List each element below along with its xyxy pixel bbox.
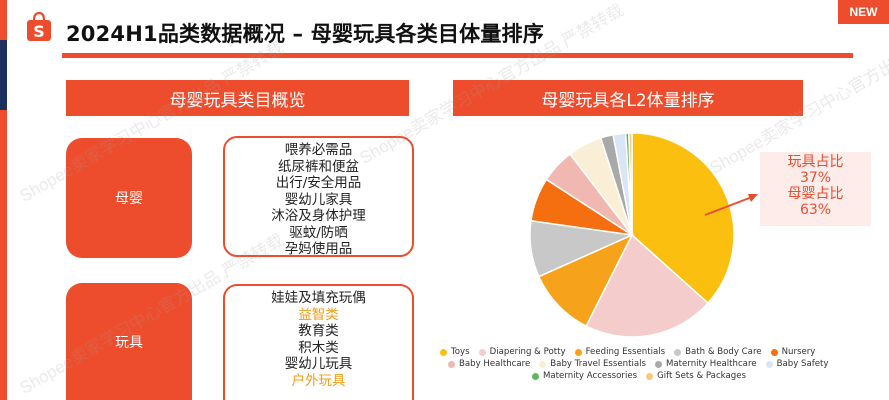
maternity-share-value: 63%: [799, 202, 832, 218]
category-list-toys: 娃娃及填充玩偶 益智类 教育类 积木类 婴幼儿玩具 户外玩具: [223, 284, 414, 400]
callout-arrow-head: [748, 194, 758, 202]
legend-item: Toys: [440, 347, 470, 357]
legend-swatch: [655, 360, 662, 368]
category-label-toys: 玩具: [66, 283, 192, 400]
list-item: 纸尿裤和便盆: [278, 158, 359, 175]
legend-swatch: [532, 372, 539, 380]
legend-label: Baby Travel Essentials: [550, 359, 646, 369]
legend-label: Gift Sets & Packages: [657, 371, 746, 381]
volume-ranking-header: 母婴玩具各L2体量排序: [453, 80, 803, 116]
list-item: 孕妈使用品: [284, 241, 353, 257]
legend-item: Diapering & Potty: [478, 347, 566, 357]
legend-label: Maternity Healthcare: [666, 359, 757, 369]
legend-swatch: [478, 348, 486, 356]
pie-slice-gift-sets-packages: [628, 132, 633, 236]
legend-row: Baby Healthcare Baby Travel Essentials Mat…: [440, 358, 870, 370]
legend-label: Feeding Essentials: [585, 347, 666, 357]
list-item: 喂养必需品: [284, 142, 353, 158]
pie-slice-diapering-potty: [585, 233, 709, 338]
legend-row: Toys Diapering & Potty Feeding Essentials B…: [440, 346, 870, 358]
legend-swatch: [440, 348, 447, 356]
legend-label: Toys: [451, 347, 470, 357]
legend-swatch: [765, 360, 773, 368]
legend-swatch: [646, 372, 654, 380]
legend-row: Maternity Accessories Gift Sets & Package…: [440, 370, 870, 382]
share-callout: 玩具占比 37% 母婴占比 63%: [760, 152, 871, 226]
list-item: 出行/安全用品: [275, 175, 362, 191]
legend-item: Baby Travel Essentials: [539, 359, 646, 369]
page-title: 2024H1品类数据概况 – 母婴玩具各类目体量排序: [66, 22, 544, 46]
toys-share-value: 37%: [799, 170, 832, 186]
maternity-share-label: 母婴占比: [787, 186, 844, 202]
category-list-maternity: 喂养必需品 纸尿裤和便盆 出行/安全用品 婴幼儿家具 沐浴及身体护理 驱蚊/防晒…: [223, 136, 414, 257]
callout-arrow-line: [704, 196, 753, 216]
legend-item: Baby Healthcare: [448, 359, 530, 369]
legend-item: Nursery: [770, 347, 816, 357]
legend-label: Baby Safety: [776, 359, 829, 369]
list-item: 教育类: [298, 323, 339, 339]
list-item: 婴幼儿玩具: [284, 356, 353, 372]
list-item: 婴幼儿家具: [284, 191, 353, 208]
list-item: 驱蚊/防晒: [289, 224, 348, 241]
new-badge: NEW: [838, 0, 889, 24]
list-item-highlighted: 益智类: [298, 306, 339, 323]
legend-item: Baby Safety: [765, 359, 829, 369]
pie-slice-feeding-essentials: [537, 233, 634, 328]
legend-swatch: [539, 360, 547, 368]
legend-item: Bath & Body Care: [674, 347, 762, 357]
toys-share-label: 玩具占比: [787, 154, 844, 170]
category-label-maternity: 母婴: [66, 138, 192, 258]
list-item: 积木类: [298, 339, 339, 356]
legend-label: Baby Healthcare: [459, 359, 531, 369]
legend-item: Maternity Healthcare: [655, 359, 757, 369]
legend-swatch: [448, 360, 455, 368]
list-item: 娃娃及填充玩偶: [271, 290, 366, 306]
legend-swatch: [770, 348, 778, 356]
pie-slice-toys: [631, 132, 735, 305]
title-divider: [62, 53, 853, 58]
legend-label: Maternity Accessories: [543, 371, 638, 381]
category-overview-header: 母婴玩具类目概览: [66, 80, 409, 116]
legend-item: Feeding Essentials: [574, 347, 666, 357]
list-item-highlighted: 户外玩具: [291, 372, 346, 389]
legend-label: Bath & Body Care: [685, 347, 762, 357]
legend-label: Diapering & Potty: [489, 347, 566, 357]
list-item: 沐浴及身体护理: [271, 208, 366, 224]
legend-item: Maternity Accessories: [532, 371, 637, 381]
category-volume-pie-chart: [529, 132, 758, 338]
navy-accent: [0, 40, 7, 110]
legend-swatch: [674, 348, 682, 356]
shopee-bag-icon: S: [27, 12, 51, 41]
svg-text:S: S: [33, 22, 45, 41]
legend-swatch: [574, 348, 582, 356]
left-accent-rail: [0, 0, 7, 400]
legend-label: Nursery: [781, 347, 816, 357]
pie-legend: Toys Diapering & Potty Feeding Essentials B…: [440, 346, 870, 382]
legend-item: Gift Sets & Packages: [646, 371, 746, 381]
